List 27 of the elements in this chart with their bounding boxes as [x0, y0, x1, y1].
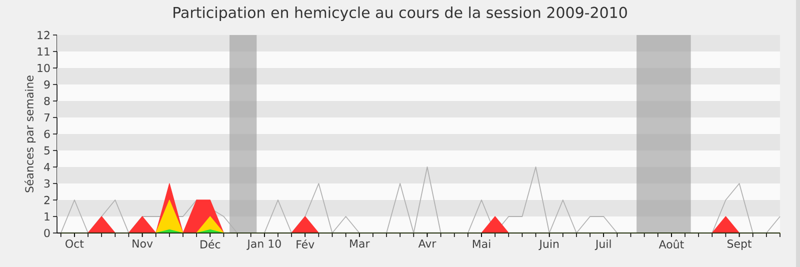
- y-axis-title: Séances par semaine: [24, 76, 36, 192]
- chart-title: Participation en hemicycle au cours de la session 2009-2010: [174, 6, 627, 22]
- x-tick-label: Fév: [296, 240, 314, 248]
- x-tick-label: Oct: [66, 240, 84, 248]
- x-tick-label: Déc: [200, 240, 220, 248]
- x-tick-label: Nov: [132, 240, 153, 248]
- y-tick-label: 1: [44, 212, 50, 220]
- x-tick-label: Juin: [538, 240, 559, 250]
- y-tick-label: 9: [44, 80, 50, 89]
- y-tick-label: 11: [38, 47, 50, 56]
- y-tick-label: 4: [44, 162, 50, 171]
- y-tick-label: 7: [44, 113, 50, 122]
- x-tick-label: Jan 10: [246, 240, 281, 250]
- x-tick-label: Juil: [594, 240, 611, 250]
- x-tick-label: Mar: [350, 240, 370, 248]
- y-tick-label: 10: [38, 64, 50, 72]
- y-tick-label: 12: [38, 30, 50, 40]
- y-tick-label: 6: [44, 130, 50, 138]
- y-tick-label: 8: [44, 96, 50, 106]
- x-tick-label: Sept: [727, 240, 752, 250]
- x-tick-label: Août: [658, 240, 684, 248]
- y-tick-label: 0: [44, 228, 50, 238]
- y-tick-label: 3: [44, 179, 50, 188]
- y-tick-label: 2: [44, 196, 50, 204]
- x-tick-label: Avr: [418, 240, 436, 248]
- x-tick-label: Mai: [472, 240, 490, 248]
- y-tick-label: 5: [44, 146, 50, 155]
